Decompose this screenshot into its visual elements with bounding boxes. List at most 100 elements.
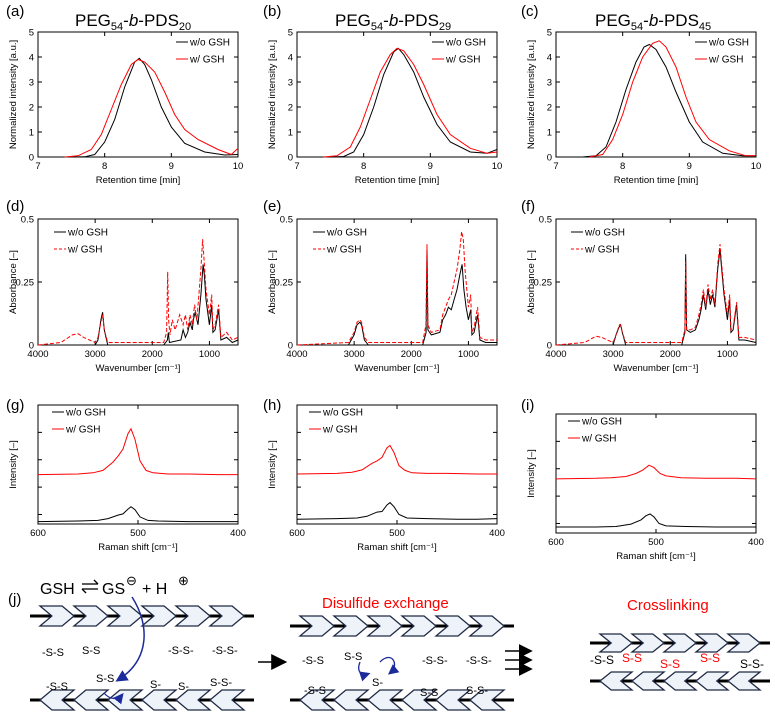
x-tick-label: 7 — [35, 161, 40, 172]
chevron-unit — [332, 689, 370, 711]
legend-label: w/ GSH — [322, 425, 357, 436]
legend: w/o GSH w/ GSH — [571, 228, 625, 256]
x-tick-label: 500 — [389, 528, 405, 539]
y-axis-label: Intensity [–] — [267, 440, 278, 489]
series-line-wgsh — [37, 239, 239, 346]
panel-label: (d) — [6, 198, 24, 215]
chevron-unit — [38, 605, 76, 627]
legend-label: w/o GSH — [322, 408, 363, 419]
micelle-stage-1: -S-S S-S -S-S- -S-S--S-SS-S S- S- S-S- — [30, 605, 254, 711]
chevron-unit — [208, 689, 246, 711]
y-tick-label: 3 — [288, 78, 293, 89]
y-tick-label: 3 — [29, 78, 34, 89]
legend-label: w/ GSH — [326, 245, 361, 256]
x-tick-label: 8 — [620, 161, 625, 172]
equation-gs: GS — [102, 581, 125, 598]
y-tick-label: 0 — [547, 341, 552, 352]
chevron-unit — [174, 689, 212, 711]
legend: w/o GSH w/ GSH — [432, 38, 486, 66]
chevron-unit — [468, 615, 506, 637]
chevron-unit — [400, 615, 438, 637]
strand-bottom — [290, 689, 514, 711]
x-tick-label: 2000 — [660, 349, 681, 360]
chevron-unit — [434, 615, 472, 637]
y-axis-label: Normalized intensity [a.u.] — [267, 40, 278, 149]
x-tick-label: 7 — [553, 161, 558, 172]
chevron-unit — [298, 615, 336, 637]
y-tick-label: 1 — [288, 128, 293, 139]
plot-frame — [555, 31, 757, 158]
ss-label: S-S — [344, 651, 362, 663]
chevron-unit — [468, 689, 506, 711]
panel-label: (a) — [6, 3, 24, 20]
x-tick-label: 10 — [492, 161, 503, 172]
chevron-unit — [208, 605, 246, 627]
title-col2: PEG54-b-PDS29 — [335, 11, 451, 33]
chevron-unit — [726, 671, 762, 691]
chart-panel-f: (f) 4000 3000 2000 1000 0 0.25 0.5 Wavenumber [c… — [521, 198, 757, 374]
legend: w/o GSH w/ GSH — [313, 228, 367, 256]
chevron-unit — [662, 671, 698, 691]
x-tick-label: 600 — [30, 528, 46, 539]
y-axis-label: Normalized intensity [a.u.] — [8, 40, 19, 149]
x-tick-label: 400 — [489, 528, 505, 539]
x-axis-label: Raman shift [cm⁻¹] — [98, 542, 177, 553]
y-tick-label: 5 — [547, 28, 552, 39]
x-tick-label: 3000 — [344, 349, 365, 360]
panel-label: (f) — [521, 198, 535, 215]
x-tick-label: 3000 — [603, 349, 624, 360]
ss-label: -S-S — [304, 685, 326, 697]
chevron-unit — [400, 689, 438, 711]
strand-bottom — [590, 671, 770, 691]
chart-panel-c: (c) 7 8 9 10 0 1 2 3 4 5 Retention time [min] Normal… — [521, 3, 761, 186]
scheme-j: (j) GSH GS ⊖ + H ⊕ Disulfide exchange Cr… — [8, 573, 770, 711]
legend-label: w/o GSH — [65, 408, 106, 419]
series-line-wgsh — [296, 444, 497, 475]
chevron-unit — [630, 671, 666, 691]
ss-label: -S-S — [590, 653, 614, 667]
plot-frame — [37, 31, 239, 158]
ss-label: -S-S- — [212, 645, 238, 657]
ss-label: S-S — [82, 645, 100, 657]
stage2-small-arrow-right-icon — [379, 656, 400, 675]
x-tick-label: 1000 — [199, 349, 220, 360]
x-axis-label: Retention time [min] — [614, 175, 698, 186]
y-tick-label: 3 — [547, 78, 552, 89]
y-tick-label: 5 — [29, 28, 34, 39]
y-axis-label: Intensity [–] — [8, 440, 19, 489]
title-col3: PEG54-b-PDS45 — [595, 11, 711, 33]
plot-frame — [296, 31, 498, 158]
ss-label: -S-S — [46, 681, 68, 693]
legend-label: w/o GSH — [67, 228, 108, 239]
crosslink-label: S-S — [700, 651, 720, 665]
legend-label: w/o GSH — [326, 228, 367, 239]
y-tick-label: 1 — [547, 128, 552, 139]
y-tick-label: 0 — [29, 153, 34, 164]
y-tick-label: 5 — [288, 28, 293, 39]
stage3-title: Crosslinking — [627, 597, 709, 614]
series-line-wgsh — [323, 47, 498, 158]
legend: w/o GSH w/ GSH — [309, 408, 363, 436]
x-tick-label: 4000 — [545, 349, 566, 360]
y-axis-label: Absorbance [–] — [526, 250, 537, 314]
chevron-unit — [366, 689, 404, 711]
panel-label: (i) — [521, 397, 534, 414]
x-tick-label: 8 — [361, 161, 366, 172]
chart-panel-a: (a) 7 8 9 10 0 1 2 3 4 5 Retention time [min] Normal… — [6, 3, 243, 186]
x-tick-label: 4000 — [286, 349, 307, 360]
chevron-unit — [726, 633, 762, 653]
title-col1: PEG54-b-PDS20 — [75, 11, 191, 33]
plot-frame — [296, 404, 498, 525]
legend-label: w/o GSH — [189, 38, 230, 49]
x-tick-label: 1000 — [458, 349, 479, 360]
panel-label: (e) — [263, 198, 281, 215]
x-axis-label: Retention time [min] — [96, 175, 180, 186]
scheme-label: (j) — [8, 591, 21, 608]
x-tick-label: 9 — [428, 161, 433, 172]
plot-frame — [555, 413, 757, 534]
chevron-unit — [298, 689, 336, 711]
y-tick-label: 1 — [29, 128, 34, 139]
x-axis-label: Wavenumber [cm⁻¹] — [614, 363, 699, 374]
ss-label: S- — [178, 681, 189, 693]
